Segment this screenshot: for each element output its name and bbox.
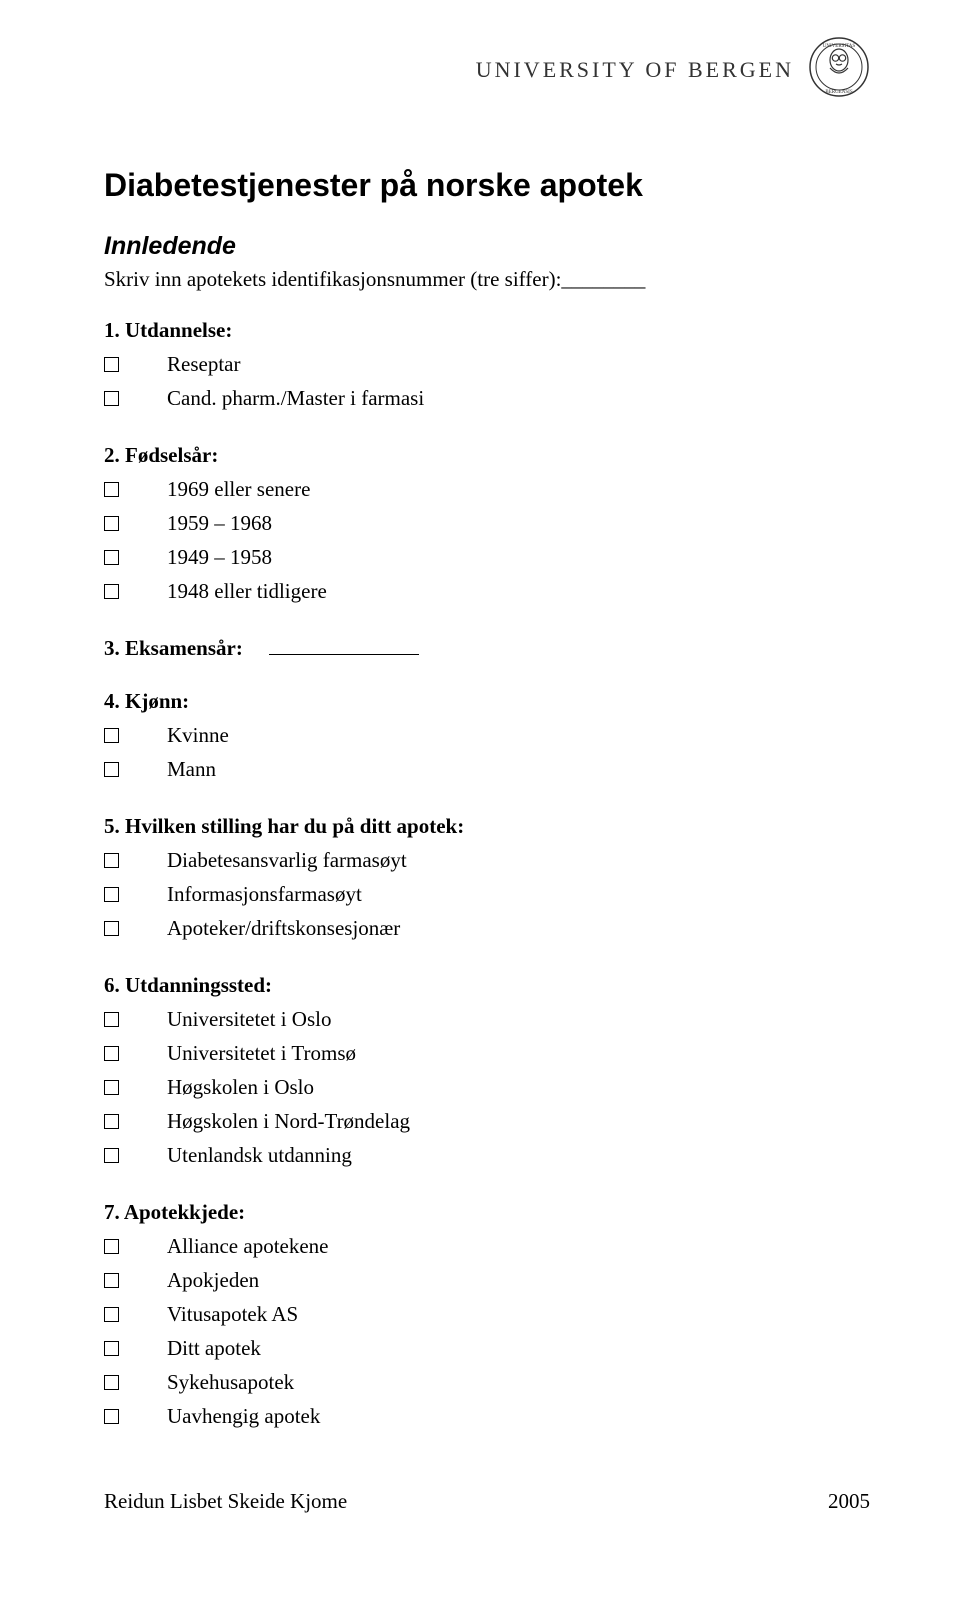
questions-container: 1. Utdannelse: ReseptarCand. pharm./Maste… [104, 318, 870, 1433]
checkbox-icon[interactable] [104, 1080, 119, 1095]
page-footer: Reidun Lisbet Skeide Kjome 2005 [104, 1489, 870, 1514]
svg-text:BERGENSIS: BERGENSIS [825, 90, 852, 95]
option-row[interactable]: 1948 eller tidligere [104, 574, 870, 608]
option-row[interactable]: Diabetesansvarlig farmasøyt [104, 843, 870, 877]
option-label: Informasjonsfarmasøyt [167, 877, 870, 911]
option-label: 1948 eller tidligere [167, 574, 870, 608]
option-row[interactable]: Ditt apotek [104, 1331, 870, 1365]
checkbox-icon[interactable] [104, 1114, 119, 1129]
option-row[interactable]: Sykehusapotek [104, 1365, 870, 1399]
option-row[interactable]: Universitetet i Oslo [104, 1002, 870, 1036]
checkbox-icon[interactable] [104, 853, 119, 868]
question-block: 2. Fødselsår: 1969 eller senere1959 – 196… [104, 443, 870, 608]
question-title: 2. Fødselsår: [104, 443, 870, 468]
option-label: Vitusapotek AS [167, 1297, 870, 1331]
option-label: Apokjeden [167, 1263, 870, 1297]
option-row[interactable]: Reseptar [104, 347, 870, 381]
question-block: 7. Apotekkjede: Alliance apotekeneApokjed… [104, 1200, 870, 1433]
checkbox-icon[interactable] [104, 482, 119, 497]
question-title: 7. Apotekkjede: [104, 1200, 870, 1225]
checkbox-icon[interactable] [104, 887, 119, 902]
option-row[interactable]: Kvinne [104, 718, 870, 752]
option-row[interactable]: Mann [104, 752, 870, 786]
question-title: 3. Eksamensår: [104, 636, 243, 661]
option-label: 1969 eller senere [167, 472, 870, 506]
checkbox-icon[interactable] [104, 584, 119, 599]
question-title: 6. Utdanningssted: [104, 973, 870, 998]
section-heading: Innledende [104, 232, 870, 261]
option-label: Diabetesansvarlig farmasøyt [167, 843, 870, 877]
checkbox-icon[interactable] [104, 516, 119, 531]
option-row[interactable]: Apoteker/driftskonsesjonær [104, 911, 870, 945]
instruction-text: Skriv inn apotekets identifikasjonsnumme… [104, 267, 870, 292]
checkbox-icon[interactable] [104, 762, 119, 777]
question-block: 3. Eksamensår: [104, 636, 870, 661]
fill-in-blank[interactable] [269, 639, 419, 655]
option-row[interactable]: 1959 – 1968 [104, 506, 870, 540]
option-row[interactable]: Uavhengig apotek [104, 1399, 870, 1433]
checkbox-icon[interactable] [104, 391, 119, 406]
option-label: Høgskolen i Oslo [167, 1070, 870, 1104]
option-label: Høgskolen i Nord-Trøndelag [167, 1104, 870, 1138]
option-row[interactable]: Informasjonsfarmasøyt [104, 877, 870, 911]
option-row[interactable]: 1969 eller senere [104, 472, 870, 506]
option-row[interactable]: Vitusapotek AS [104, 1297, 870, 1331]
option-row[interactable]: Alliance apotekene [104, 1229, 870, 1263]
option-label: 1959 – 1968 [167, 506, 870, 540]
checkbox-icon[interactable] [104, 1273, 119, 1288]
checkbox-icon[interactable] [104, 728, 119, 743]
checkbox-icon[interactable] [104, 1307, 119, 1322]
footer-author: Reidun Lisbet Skeide Kjome [104, 1489, 347, 1514]
question-block: 6. Utdanningssted: Universitetet i OsloUn… [104, 973, 870, 1172]
checkbox-icon[interactable] [104, 1046, 119, 1061]
checkbox-icon[interactable] [104, 1148, 119, 1163]
option-row[interactable]: Cand. pharm./Master i farmasi [104, 381, 870, 415]
option-label: Universitetet i Tromsø [167, 1036, 870, 1070]
page-title: Diabetestjenester på norske apotek [104, 167, 870, 204]
checkbox-icon[interactable] [104, 1239, 119, 1254]
option-row[interactable]: Universitetet i Tromsø [104, 1036, 870, 1070]
svg-text:UNIVERSITAS: UNIVERSITAS [823, 44, 856, 49]
option-label: Alliance apotekene [167, 1229, 870, 1263]
question-block: 5. Hvilken stilling har du på ditt apote… [104, 814, 870, 945]
checkbox-icon[interactable] [104, 1012, 119, 1027]
option-row[interactable]: Høgskolen i Nord-Trøndelag [104, 1104, 870, 1138]
question-title: 1. Utdannelse: [104, 318, 870, 343]
question-title: 4. Kjønn: [104, 689, 870, 714]
checkbox-icon[interactable] [104, 1341, 119, 1356]
option-row[interactable]: Apokjeden [104, 1263, 870, 1297]
option-label: Mann [167, 752, 870, 786]
option-label: Cand. pharm./Master i farmasi [167, 381, 870, 415]
question-title: 5. Hvilken stilling har du på ditt apote… [104, 814, 870, 839]
option-label: Universitetet i Oslo [167, 1002, 870, 1036]
footer-year: 2005 [828, 1489, 870, 1514]
option-label: 1949 – 1958 [167, 540, 870, 574]
checkbox-icon[interactable] [104, 550, 119, 565]
checkbox-icon[interactable] [104, 357, 119, 372]
option-label: Apoteker/driftskonsesjonær [167, 911, 870, 945]
option-row[interactable]: 1949 – 1958 [104, 540, 870, 574]
option-label: Utenlandsk utdanning [167, 1138, 870, 1172]
option-row[interactable]: Høgskolen i Oslo [104, 1070, 870, 1104]
university-seal-icon: UNIVERSITAS BERGENSIS [808, 36, 870, 103]
checkbox-icon[interactable] [104, 921, 119, 936]
option-label: Uavhengig apotek [167, 1399, 870, 1433]
checkbox-icon[interactable] [104, 1375, 119, 1390]
option-label: Sykehusapotek [167, 1365, 870, 1399]
question-block: 4. Kjønn: KvinneMann [104, 689, 870, 786]
option-label: Reseptar [167, 347, 870, 381]
option-label: Ditt apotek [167, 1331, 870, 1365]
checkbox-icon[interactable] [104, 1409, 119, 1424]
option-label: Kvinne [167, 718, 870, 752]
question-block: 1. Utdannelse: ReseptarCand. pharm./Maste… [104, 318, 870, 415]
page-header: UNIVERSITY OF BERGEN UNIVERSITAS BERGENS… [104, 36, 870, 103]
option-row[interactable]: Utenlandsk utdanning [104, 1138, 870, 1172]
institution-name: UNIVERSITY OF BERGEN [476, 57, 794, 83]
